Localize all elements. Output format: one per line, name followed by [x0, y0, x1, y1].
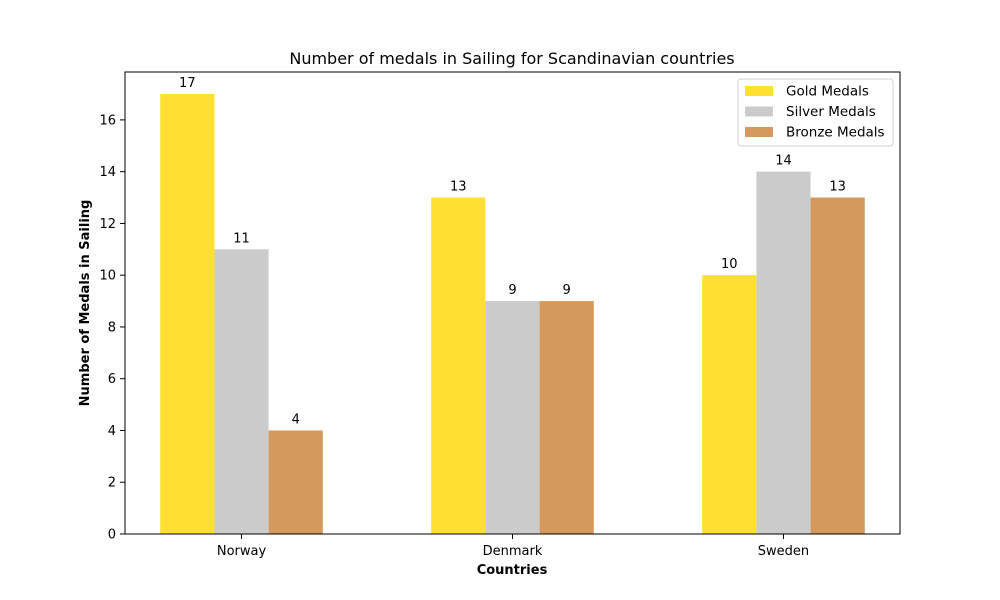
y-tick-label: 6 — [108, 372, 116, 387]
bar-bronze-medals-norway — [268, 430, 323, 534]
bars-group — [160, 94, 865, 534]
y-tick-label: 2 — [108, 476, 116, 491]
legend-label-gold-medals: Gold Medals — [786, 84, 869, 100]
y-axis: 0 2 4 6 8 10 12 14 16 — [99, 113, 125, 543]
data-label-silver-medals-denmark: 9 — [508, 283, 516, 298]
data-label-bronze-medals-norway: 4 — [292, 412, 300, 427]
y-tick-label: 12 — [99, 217, 116, 232]
y-tick-label: 0 — [108, 528, 116, 543]
y-tick-label: 14 — [99, 165, 116, 180]
x-tick-label-sweden: Sweden — [758, 544, 809, 559]
bar-silver-medals-norway — [214, 249, 269, 534]
y-tick-label: 10 — [99, 269, 116, 284]
chart-title: Number of medals in Sailing for Scandina… — [289, 49, 734, 68]
bar-gold-medals-sweden — [702, 275, 757, 534]
bar-bronze-medals-sweden — [810, 197, 865, 534]
x-tick-label-norway: Norway — [217, 544, 267, 559]
data-label-silver-medals-sweden: 14 — [775, 154, 792, 169]
data-labels-group: 17 13 10 11 9 14 4 9 13 — [179, 76, 846, 427]
data-label-gold-medals-sweden: 10 — [721, 257, 738, 272]
x-tick-label-denmark: Denmark — [483, 544, 543, 559]
data-label-silver-medals-norway: 11 — [233, 231, 250, 246]
legend-frame — [737, 78, 894, 147]
legend-label-bronze-medals: Bronze Medals — [786, 125, 885, 141]
bar-gold-medals-norway — [160, 94, 215, 534]
bar-gold-medals-denmark — [431, 197, 486, 534]
legend-swatch-gold-medals — [745, 86, 773, 96]
y-tick-label: 8 — [108, 320, 116, 335]
bar-silver-medals-denmark — [485, 301, 540, 534]
x-axis: Norway Denmark Sweden — [217, 534, 809, 559]
data-label-bronze-medals-denmark: 9 — [563, 283, 571, 298]
y-axis-label: Number of Medals in Sailing — [78, 200, 93, 407]
y-tick-label: 16 — [99, 113, 116, 128]
bar-bronze-medals-denmark — [539, 301, 594, 534]
data-label-gold-medals-norway: 17 — [179, 76, 196, 91]
legend-swatch-silver-medals — [745, 106, 773, 117]
x-axis-label: Countries — [477, 563, 548, 578]
y-tick-label: 4 — [108, 424, 116, 439]
legend-swatch-bronze-medals — [745, 127, 773, 137]
legend: Gold Medals Silver Medals Bronze Medals — [737, 78, 894, 147]
bar-silver-medals-sweden — [756, 171, 811, 534]
data-label-bronze-medals-sweden: 13 — [829, 180, 846, 195]
data-label-gold-medals-denmark: 13 — [450, 180, 467, 195]
legend-label-silver-medals: Silver Medals — [786, 104, 876, 120]
